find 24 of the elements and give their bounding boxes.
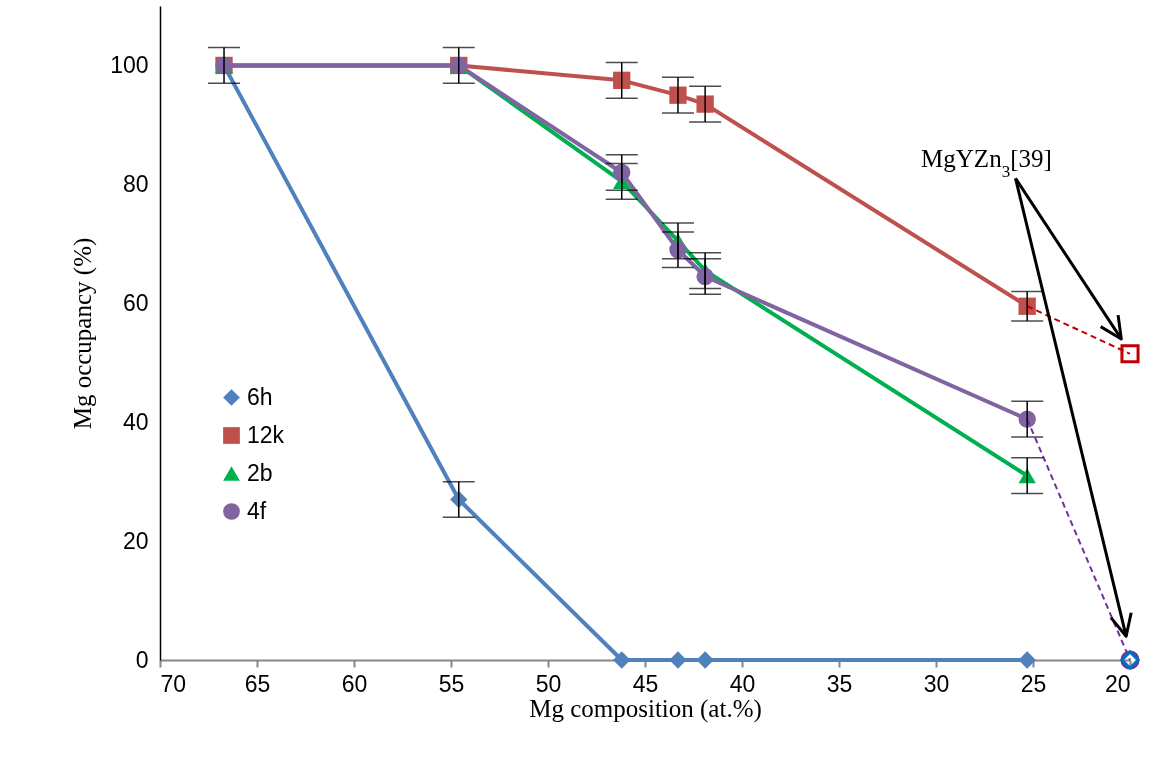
y-tick-label: 80: [122, 170, 149, 197]
y-tick-label: 40: [122, 408, 149, 435]
x-tick-label: 50: [535, 670, 562, 697]
legend-label: 4f: [247, 497, 267, 524]
x-tick-label: 65: [244, 670, 271, 697]
x-tick-label: 35: [826, 670, 853, 697]
x-tick-label: 30: [923, 670, 950, 697]
y-axis-title: Mg occupancy (%): [69, 237, 98, 430]
y-tick-label: 60: [122, 289, 149, 316]
y-tick-label: 0: [135, 646, 149, 673]
x-tick-label: 20: [1104, 670, 1131, 697]
x-tick-label: 70: [160, 670, 187, 697]
x-tick-label: 25: [1020, 670, 1047, 697]
legend-label: 12k: [247, 421, 285, 448]
x-tick-label: 55: [438, 670, 465, 697]
annotation: MgYZn$_{3}$[39]: [921, 144, 1052, 181]
legend-label: 2b: [247, 459, 273, 486]
legend-label: 6h: [247, 383, 273, 410]
x-tick-label: 45: [632, 670, 659, 697]
x-tick-label: 40: [729, 670, 756, 697]
x-axis-title: Mg composition (at.%): [529, 694, 762, 723]
x-tick-label: 60: [341, 670, 368, 697]
y-tick-label: 100: [110, 51, 149, 78]
y-tick-label: 20: [122, 527, 149, 554]
